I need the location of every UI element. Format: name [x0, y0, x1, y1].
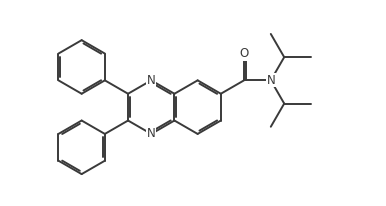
- Text: O: O: [239, 47, 249, 60]
- Text: N: N: [147, 74, 156, 87]
- Text: N: N: [266, 74, 275, 87]
- Text: N: N: [147, 128, 156, 140]
